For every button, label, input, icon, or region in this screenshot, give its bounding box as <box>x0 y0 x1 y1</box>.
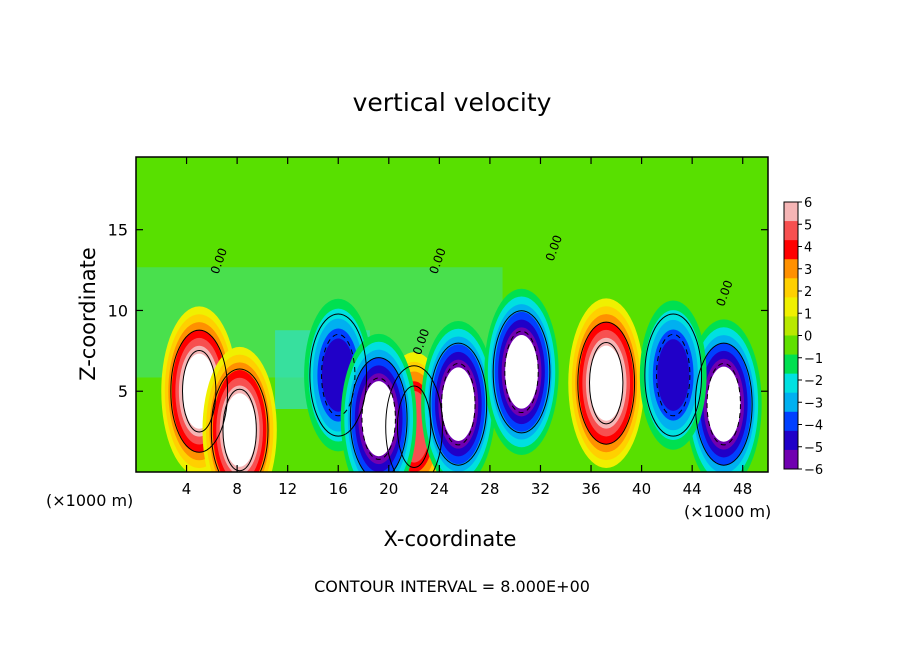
colorbar-segment-12 <box>784 430 798 451</box>
x-axis-ticks: 4 8 12 16 20 24 28 32 36 40 44 48 <box>182 157 752 498</box>
colorbar-label-1: 5 <box>804 218 812 233</box>
x-tick-label-36: 36 <box>581 480 600 498</box>
x-units-right: (×1000 m) <box>684 502 772 521</box>
x-tick-label-28: 28 <box>480 480 499 498</box>
colorbar-segment-0 <box>784 202 798 222</box>
contour-5 <box>361 377 396 460</box>
colorbar-segment-10 <box>784 392 798 413</box>
x-axis-label: X-coordinate <box>383 527 517 551</box>
x-tick-label-20: 20 <box>379 480 398 498</box>
zero-contour-4 <box>309 313 368 437</box>
zero-contour-3 <box>385 365 443 472</box>
colorbar-segment-9 <box>784 373 798 394</box>
colorbar-label-12: −6 <box>804 463 823 478</box>
contour-7 <box>504 330 539 414</box>
x-tick-label-44: 44 <box>683 480 702 498</box>
colorbar-label-8: −2 <box>804 374 823 389</box>
colorbar-label-6: 0 <box>804 330 812 345</box>
colorbar-segment-2 <box>784 240 798 260</box>
chart-title: vertical velocity <box>352 88 552 117</box>
colorbar-segment-3 <box>784 259 798 279</box>
zero-contour-6 <box>429 342 488 466</box>
contour-3 <box>396 385 432 468</box>
colorbar-label-5: 1 <box>804 307 812 322</box>
x-tick-label-48: 48 <box>733 480 752 498</box>
contour-8 <box>706 362 741 446</box>
colorbar-label-11: −5 <box>804 441 823 456</box>
x-tick-label-4: 4 <box>182 480 192 498</box>
colorbar-segment-11 <box>784 411 798 432</box>
feature-down-5-level-6 <box>361 381 396 457</box>
feature-down-9-level-4 <box>657 339 690 411</box>
x-tick-label-16: 16 <box>329 480 348 498</box>
velocity-field <box>136 157 768 472</box>
zero-contour-7 <box>492 310 551 434</box>
x-tick-label-32: 32 <box>531 480 550 498</box>
colorbar-label-9: −3 <box>804 396 823 411</box>
x-tick-label-12: 12 <box>278 480 297 498</box>
contour-interval-note: CONTOUR INTERVAL = 8.000E+00 <box>314 577 590 596</box>
feature-down-8-level-6 <box>706 366 741 442</box>
contour-4 <box>321 333 356 417</box>
feature-up-1-level-6 <box>223 393 257 467</box>
y-tick-label-5: 5 <box>118 382 128 401</box>
colorbar-segment-4 <box>784 278 798 298</box>
colorbar-segment-1 <box>784 221 798 241</box>
feature-up-2-level-6 <box>589 345 624 421</box>
colorbar-segment-6 <box>784 316 798 336</box>
colorbar-segment-8 <box>784 354 798 375</box>
y-axis-label: Z-coordinate <box>76 247 100 381</box>
colorbar-label-4: 2 <box>804 285 812 300</box>
y-tick-label-15: 15 <box>108 221 128 240</box>
colorbar-label-2: 4 <box>804 241 812 256</box>
x-tick-label-40: 40 <box>632 480 651 498</box>
x-tick-label-8: 8 <box>232 480 242 498</box>
zero-contour-8 <box>694 342 753 466</box>
zero-contour-9 <box>644 313 703 437</box>
colorbar-label-0: 6 <box>804 196 812 211</box>
feature-down-6-level-6 <box>441 367 475 441</box>
colorbar-segment-5 <box>784 297 798 317</box>
contour-2 <box>589 341 624 425</box>
zero-contour-0 <box>170 329 229 453</box>
colorbar-segment-7 <box>784 335 798 356</box>
x-units-left: (×1000 m) <box>46 491 134 510</box>
y-tick-label-10: 10 <box>108 301 128 320</box>
contour-1 <box>222 388 257 472</box>
colorbar-segment-13 <box>784 449 798 470</box>
x-tick-label-24: 24 <box>430 480 449 498</box>
colorbar: 6 5 4 3 2 1 0 −1 −2 −3 −4 −5 −6 <box>783 196 823 478</box>
zero-contour-2 <box>577 321 636 445</box>
y-axis-ticks: 5 10 15 <box>108 221 768 401</box>
contour-0 <box>182 350 217 433</box>
contour-6 <box>441 362 476 446</box>
colorbar-label-3: 3 <box>804 263 812 278</box>
colorbar-label-10: −4 <box>804 419 823 434</box>
feature-down-7-level-6 <box>505 335 538 409</box>
plot-frame <box>135 156 769 473</box>
colorbar-label-7: −1 <box>804 352 823 367</box>
zero-contour-5 <box>349 357 408 472</box>
zero-contour-1 <box>210 368 269 472</box>
contour-9 <box>656 333 691 417</box>
